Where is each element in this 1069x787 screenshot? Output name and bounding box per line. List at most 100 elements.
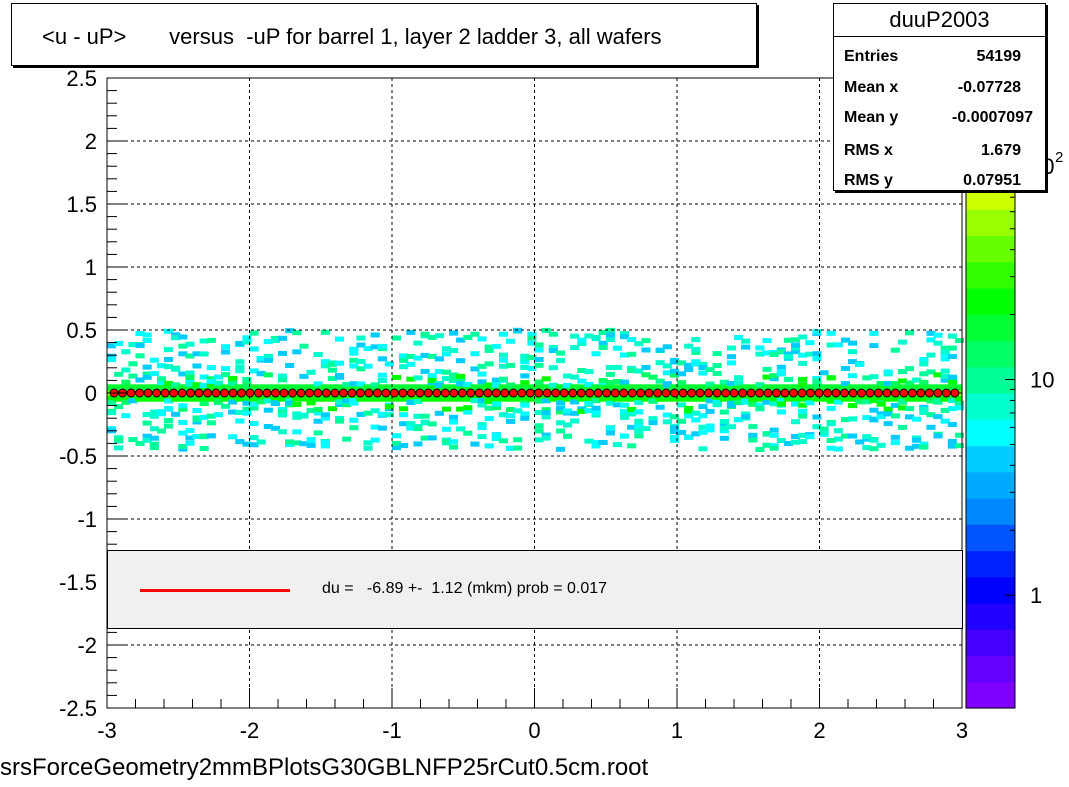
heatmap-cell <box>171 395 179 402</box>
heatmap-cell <box>420 331 430 337</box>
heatmap-cell <box>449 372 459 378</box>
heatmap-cell <box>748 395 756 402</box>
heatmap-cell <box>114 445 124 451</box>
heatmap-cell <box>826 342 836 348</box>
palette-swatch <box>966 524 1015 552</box>
heatmap-cell <box>912 395 920 402</box>
heatmap-cell <box>862 395 870 402</box>
heatmap-cell <box>570 395 578 402</box>
heatmap-cell <box>477 384 486 391</box>
heatmap-cell <box>149 445 159 451</box>
heatmap-cell <box>491 382 501 388</box>
heatmap-cell <box>249 330 259 336</box>
heatmap-cell <box>263 357 273 363</box>
heatmap-cell <box>221 344 231 350</box>
heatmap-cell <box>349 417 359 423</box>
heatmap-cell <box>427 353 437 359</box>
heatmap-cell <box>399 353 409 359</box>
heatmap-cell <box>235 368 245 374</box>
heatmap-cell <box>926 337 936 343</box>
heatmap-cell <box>349 357 359 363</box>
heatmap-cell <box>669 395 678 402</box>
heatmap-cell <box>434 382 444 388</box>
heatmap-cell <box>591 335 601 340</box>
heatmap-cell <box>349 398 359 404</box>
heatmap-cell <box>477 363 487 369</box>
heatmap-cell <box>591 412 601 418</box>
heatmap-cell <box>441 439 451 445</box>
heatmap-cell <box>263 384 272 391</box>
heatmap-cell <box>292 411 302 417</box>
heatmap-cell <box>399 364 409 370</box>
heatmap-cell <box>848 395 856 402</box>
heatmap-cell <box>563 433 573 439</box>
heatmap-cell <box>555 350 565 356</box>
heatmap-cell <box>449 395 457 402</box>
heatmap-cell <box>370 344 380 350</box>
heatmap-cell <box>947 333 957 339</box>
profile-point <box>941 388 951 398</box>
heatmap-cell <box>734 399 744 405</box>
heatmap-cell <box>178 406 188 412</box>
heatmap-cell <box>498 352 508 358</box>
heatmap-cell <box>897 399 907 405</box>
heatmap-cell <box>826 384 835 391</box>
heatmap-cell <box>520 384 528 391</box>
heatmap-cell <box>840 381 850 387</box>
profile-point <box>542 388 552 398</box>
heatmap-cell <box>164 380 174 386</box>
heatmap-cell <box>954 401 964 406</box>
palette-tick-label: 10 <box>1030 368 1054 393</box>
heatmap-cell <box>876 411 886 417</box>
heatmap-cell <box>363 384 372 391</box>
heatmap-cell <box>869 330 879 336</box>
heatmap-cell <box>605 430 615 436</box>
heatmap-cell <box>370 332 380 338</box>
heatmap-cell <box>164 406 174 411</box>
heatmap-cell <box>477 371 487 377</box>
heatmap-cell <box>548 348 558 353</box>
heatmap-cell <box>755 382 765 388</box>
heatmap-cell <box>399 406 409 412</box>
heatmap-cell <box>691 346 701 352</box>
fit-legend-text: du = -6.89 +- 1.12 (mkm) prob = 0.017 <box>322 580 608 597</box>
heatmap-cell <box>890 402 900 408</box>
heatmap-cell <box>677 371 687 377</box>
heatmap-cell <box>484 416 494 422</box>
heatmap-cell <box>178 371 188 377</box>
heatmap-cell <box>199 446 209 451</box>
heatmap-cell <box>620 352 630 358</box>
profile-point <box>160 388 170 398</box>
heatmap-cell <box>584 333 594 339</box>
heatmap-cell <box>484 382 494 388</box>
heatmap-cell <box>755 345 765 351</box>
heatmap-cell <box>142 412 152 418</box>
heatmap-cell <box>762 384 771 391</box>
heatmap-cell <box>755 447 765 452</box>
heatmap-cell <box>299 373 309 379</box>
heatmap-cell <box>641 395 649 402</box>
heatmap-cell <box>342 398 352 404</box>
heatmap-cell <box>584 408 594 414</box>
profile-point <box>907 388 917 398</box>
heatmap-cell <box>641 347 651 353</box>
heatmap-cell <box>456 384 464 391</box>
heatmap-cell <box>570 333 580 339</box>
heatmap-cell <box>769 384 778 391</box>
heatmap-cell <box>577 341 587 347</box>
heatmap-cell <box>812 329 822 335</box>
heatmap-cell <box>484 443 494 449</box>
heatmap-cell <box>669 425 679 431</box>
heatmap-cell <box>826 445 836 451</box>
heatmap-cell <box>876 401 886 407</box>
stats-label: RMS y <box>844 172 893 189</box>
heatmap-cell <box>356 395 364 402</box>
heatmap-cell <box>449 419 459 425</box>
heatmap-cell <box>306 395 315 402</box>
heatmap-cell <box>954 395 963 402</box>
heatmap-cell <box>149 435 159 441</box>
heatmap-cell <box>762 338 772 344</box>
profile-point <box>279 388 289 398</box>
heatmap-cell <box>221 366 231 372</box>
heatmap-cell <box>299 395 307 402</box>
